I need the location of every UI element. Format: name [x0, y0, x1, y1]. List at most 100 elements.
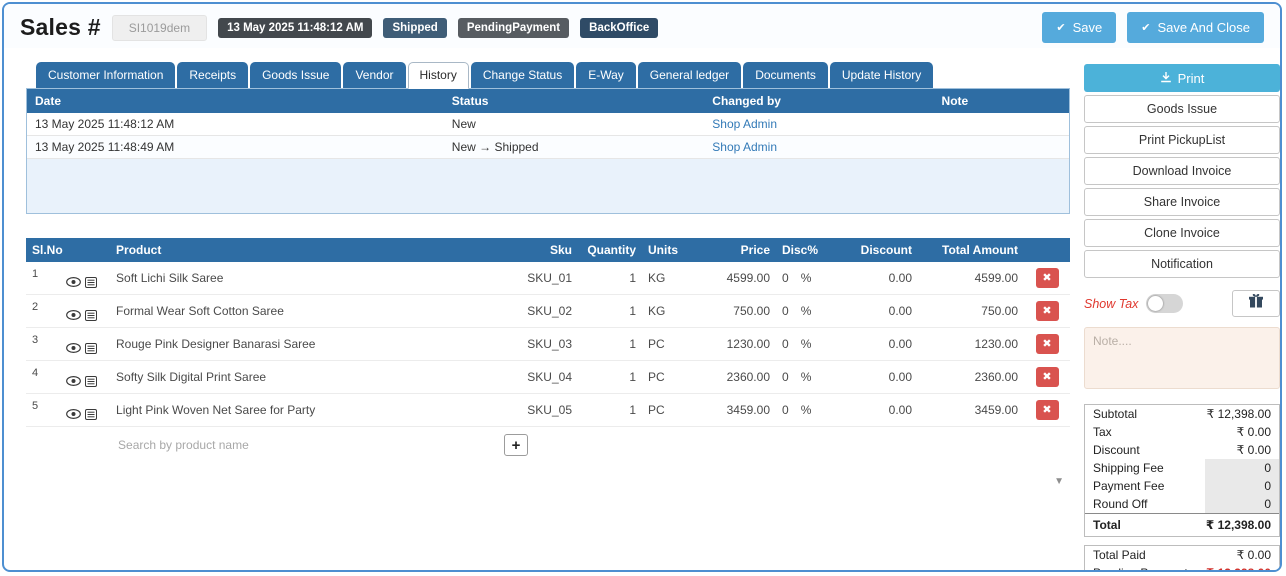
percent-sign: %: [800, 403, 812, 417]
product-details-icon[interactable]: [85, 408, 97, 420]
product-units: PC: [642, 360, 692, 394]
product-price[interactable]: 750.00: [692, 294, 776, 328]
share-invoice-button[interactable]: Share Invoice: [1084, 188, 1280, 216]
save-button[interactable]: ✔ Save: [1042, 12, 1117, 43]
delete-product-button[interactable]: ✖: [1035, 367, 1059, 387]
product-details-icon[interactable]: [85, 342, 97, 354]
delete-product-button[interactable]: ✖: [1035, 268, 1059, 288]
percent-sign: %: [800, 337, 812, 351]
history-table: Date Status Changed by Note 13 May 2025 …: [27, 89, 1069, 159]
round-off-input[interactable]: 0: [1205, 495, 1279, 513]
history-note: [933, 113, 1069, 136]
goods-issue-button[interactable]: Goods Issue: [1084, 95, 1280, 123]
history-status: New → Shipped: [443, 135, 705, 159]
product-total-amount: 2360.00: [918, 360, 1024, 394]
note-input[interactable]: [1084, 327, 1280, 389]
products-col-product: Product: [110, 238, 498, 262]
product-name: Rouge Pink Designer Banarasi Saree: [110, 327, 498, 361]
view-product-icon[interactable]: [66, 310, 81, 320]
product-details-icon[interactable]: [85, 276, 97, 288]
product-details-icon[interactable]: [85, 375, 97, 387]
clone-invoice-button[interactable]: Clone Invoice: [1084, 219, 1280, 247]
product-quantity[interactable]: 1: [578, 262, 642, 295]
product-details-icon[interactable]: [85, 309, 97, 321]
product-row: 3 Rouge Pink Designer Banarasi Saree SKU…: [26, 327, 1070, 361]
gift-button[interactable]: [1232, 290, 1280, 317]
page-title: Sales #: [20, 14, 101, 40]
product-quantity[interactable]: 1: [578, 294, 642, 328]
history-col-date: Date: [27, 89, 444, 113]
delete-product-button[interactable]: ✖: [1035, 301, 1059, 321]
history-row: 13 May 2025 11:48:49 AM New → Shipped Sh…: [27, 135, 1069, 159]
payment-fee-input[interactable]: 0: [1205, 477, 1279, 495]
tab-history[interactable]: History: [407, 62, 469, 89]
tab-change-status[interactable]: Change Status: [470, 62, 575, 88]
order-number-field[interactable]: SI1019dem: [111, 14, 208, 41]
tab-update-history[interactable]: Update History: [829, 62, 934, 88]
product-price[interactable]: 4599.00: [692, 262, 776, 295]
percent-sign: %: [800, 304, 812, 318]
product-search-input[interactable]: [116, 437, 492, 453]
tab-customer-information[interactable]: Customer Information: [36, 62, 176, 88]
check-icon: ✔: [1056, 22, 1066, 34]
product-price[interactable]: 3459.00: [692, 393, 776, 427]
view-product-icon[interactable]: [66, 376, 81, 386]
product-disc-percent[interactable]: 0%: [776, 393, 834, 427]
datetime-badge: 13 May 2025 11:48:12 AM: [218, 17, 373, 38]
product-disc-percent[interactable]: 0%: [776, 262, 834, 295]
print-button[interactable]: Print: [1084, 64, 1280, 92]
print-pickuplist-button[interactable]: Print PickupList: [1084, 126, 1280, 154]
product-name: Soft Lichi Silk Saree: [110, 262, 498, 295]
tab-goods-issue[interactable]: Goods Issue: [250, 62, 342, 88]
tab-e-way[interactable]: E-Way: [576, 62, 636, 88]
product-quantity[interactable]: 1: [578, 327, 642, 361]
shipping-fee-input[interactable]: 0: [1205, 459, 1279, 477]
product-discount: 0.00: [834, 294, 918, 328]
summary-row-tax: Tax ₹ 0.00: [1093, 425, 1271, 439]
show-tax-row: Show Tax: [1084, 290, 1280, 317]
products-col-disc: Disc%: [776, 238, 834, 262]
save-and-close-label: Save And Close: [1157, 20, 1250, 35]
scroll-down-icon[interactable]: ▼: [1054, 476, 1064, 487]
product-units: KG: [642, 262, 692, 295]
tab-general-ledger[interactable]: General ledger: [637, 62, 742, 88]
channel-badge: BackOffice: [580, 17, 659, 38]
products-col-price: Price: [692, 238, 776, 262]
download-icon: [1160, 71, 1172, 86]
view-product-icon[interactable]: [66, 409, 81, 419]
delete-product-button[interactable]: ✖: [1035, 400, 1059, 420]
product-sku: SKU_05: [498, 393, 578, 427]
view-product-icon[interactable]: [66, 277, 81, 287]
product-quantity[interactable]: 1: [578, 360, 642, 394]
product-disc-percent[interactable]: 0%: [776, 294, 834, 328]
product-total-amount: 1230.00: [918, 327, 1024, 361]
product-price[interactable]: 2360.00: [692, 360, 776, 394]
product-quantity[interactable]: 1: [578, 393, 642, 427]
x-icon: ✖: [1042, 337, 1052, 350]
product-name: Light Pink Woven Net Saree for Party: [110, 393, 498, 427]
products-col-total: Total Amount: [918, 238, 1024, 262]
tab-documents[interactable]: Documents: [743, 62, 828, 88]
product-price[interactable]: 1230.00: [692, 327, 776, 361]
download-invoice-button[interactable]: Download Invoice: [1084, 157, 1280, 185]
product-disc-percent[interactable]: 0%: [776, 327, 834, 361]
x-icon: ✖: [1042, 304, 1052, 317]
product-sku: SKU_03: [498, 327, 578, 361]
history-col-status: Status: [443, 89, 705, 113]
right-sidebar: Print Goods Issue Print PickupList Downl…: [1084, 64, 1280, 570]
delete-product-button[interactable]: ✖: [1035, 334, 1059, 354]
add-product-button[interactable]: +: [504, 434, 528, 456]
changed-by-link[interactable]: Shop Admin: [712, 140, 778, 154]
notification-button[interactable]: Notification: [1084, 250, 1280, 278]
tab-vendor[interactable]: Vendor: [343, 62, 406, 88]
changed-by-link[interactable]: Shop Admin: [712, 117, 778, 131]
tab-receipts[interactable]: Receipts: [177, 62, 249, 88]
view-product-icon[interactable]: [66, 343, 81, 353]
show-tax-label: Show Tax: [1084, 296, 1139, 311]
row-number: 3: [26, 327, 60, 361]
show-tax-toggle[interactable]: [1146, 294, 1184, 313]
history-row: 13 May 2025 11:48:12 AM New Shop Admin: [27, 113, 1069, 136]
x-icon: ✖: [1042, 370, 1052, 383]
save-and-close-button[interactable]: ✔ Save And Close: [1127, 12, 1264, 43]
product-disc-percent[interactable]: 0%: [776, 360, 834, 394]
